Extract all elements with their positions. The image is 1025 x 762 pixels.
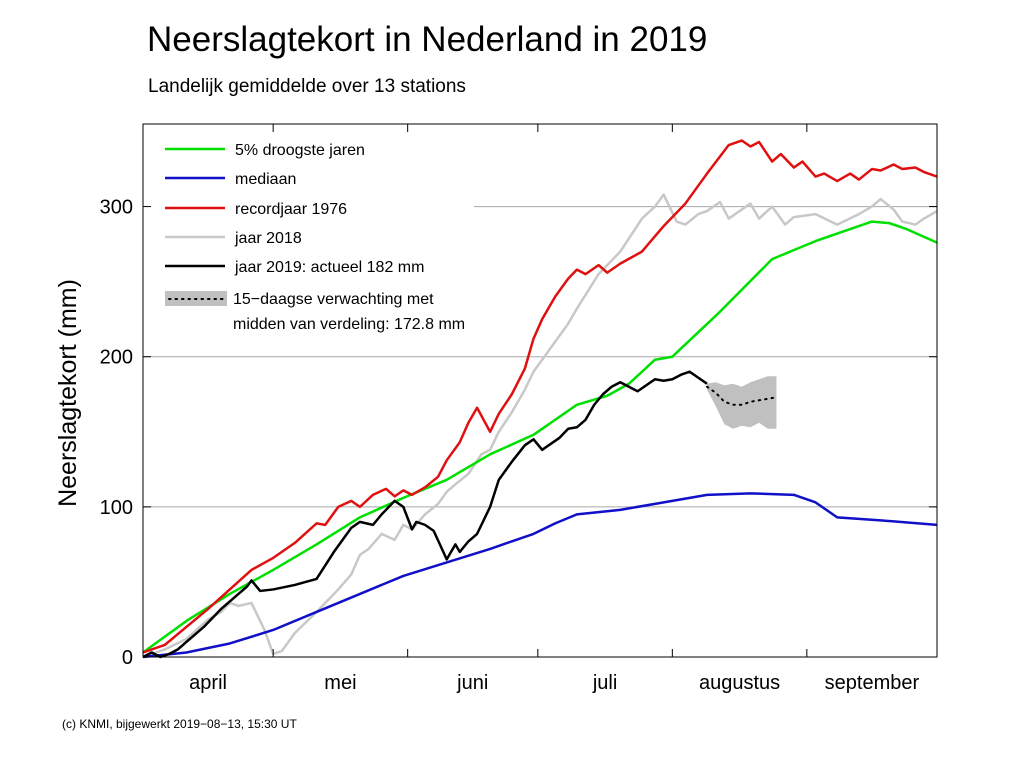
legend-label-4: jaar 2019: actueel 182 mm [234, 259, 424, 276]
xtick-label-september: september [825, 672, 920, 694]
forecast-band [707, 376, 777, 429]
ytick-label-300: 300 [100, 197, 133, 219]
page-title: Neerslagtekort in Nederland in 2019 [147, 20, 708, 59]
xtick-label-augustus: augustus [699, 672, 780, 694]
legend-label-3: jaar 2018 [234, 230, 302, 247]
y-axis-label: Neerslagtekort (mm) [54, 279, 82, 507]
ytick-label-100: 100 [100, 497, 133, 519]
ytick-label-200: 200 [100, 347, 133, 369]
legend-label-0: 5% droogste jaren [235, 142, 365, 159]
tick-layer: 0 100 200 300 april mei juni juli augustus septem… [100, 124, 938, 694]
grid-layer [143, 206, 937, 508]
legend: 5% droogste jaren mediaan recordjaar 1976 j… [165, 142, 465, 333]
ytick-label-0: 0 [122, 647, 133, 669]
legend-label-forecast-2: midden van verdeling: 172.8 mm [233, 316, 465, 333]
series-line-3 [142, 193, 938, 659]
xtick-label-mei: mei [324, 672, 356, 694]
xtick-label-juni: juni [456, 672, 488, 694]
xtick-label-april: april [189, 672, 227, 694]
series-line-4 [142, 370, 708, 659]
xtick-label-juli: juli [592, 672, 617, 694]
footer-credit: (c) KNMI, bijgewerkt 2019−08−13, 15:30 U… [62, 717, 297, 731]
legend-label-forecast-1: 15−daagse verwachting met [233, 291, 434, 308]
forecast-median-line [706, 385, 778, 406]
plot-frame [142, 123, 938, 658]
series-layer [142, 139, 938, 659]
series-line-1 [142, 492, 938, 659]
page-subtitle: Landelijk gemiddelde over 13 stations [148, 76, 466, 97]
legend-label-1: mediaan [235, 171, 296, 188]
forecast-band-layer [706, 376, 778, 429]
legend-label-2: recordjaar 1976 [235, 201, 347, 218]
series-line-0 [142, 220, 938, 654]
series-line-2 [142, 139, 938, 654]
